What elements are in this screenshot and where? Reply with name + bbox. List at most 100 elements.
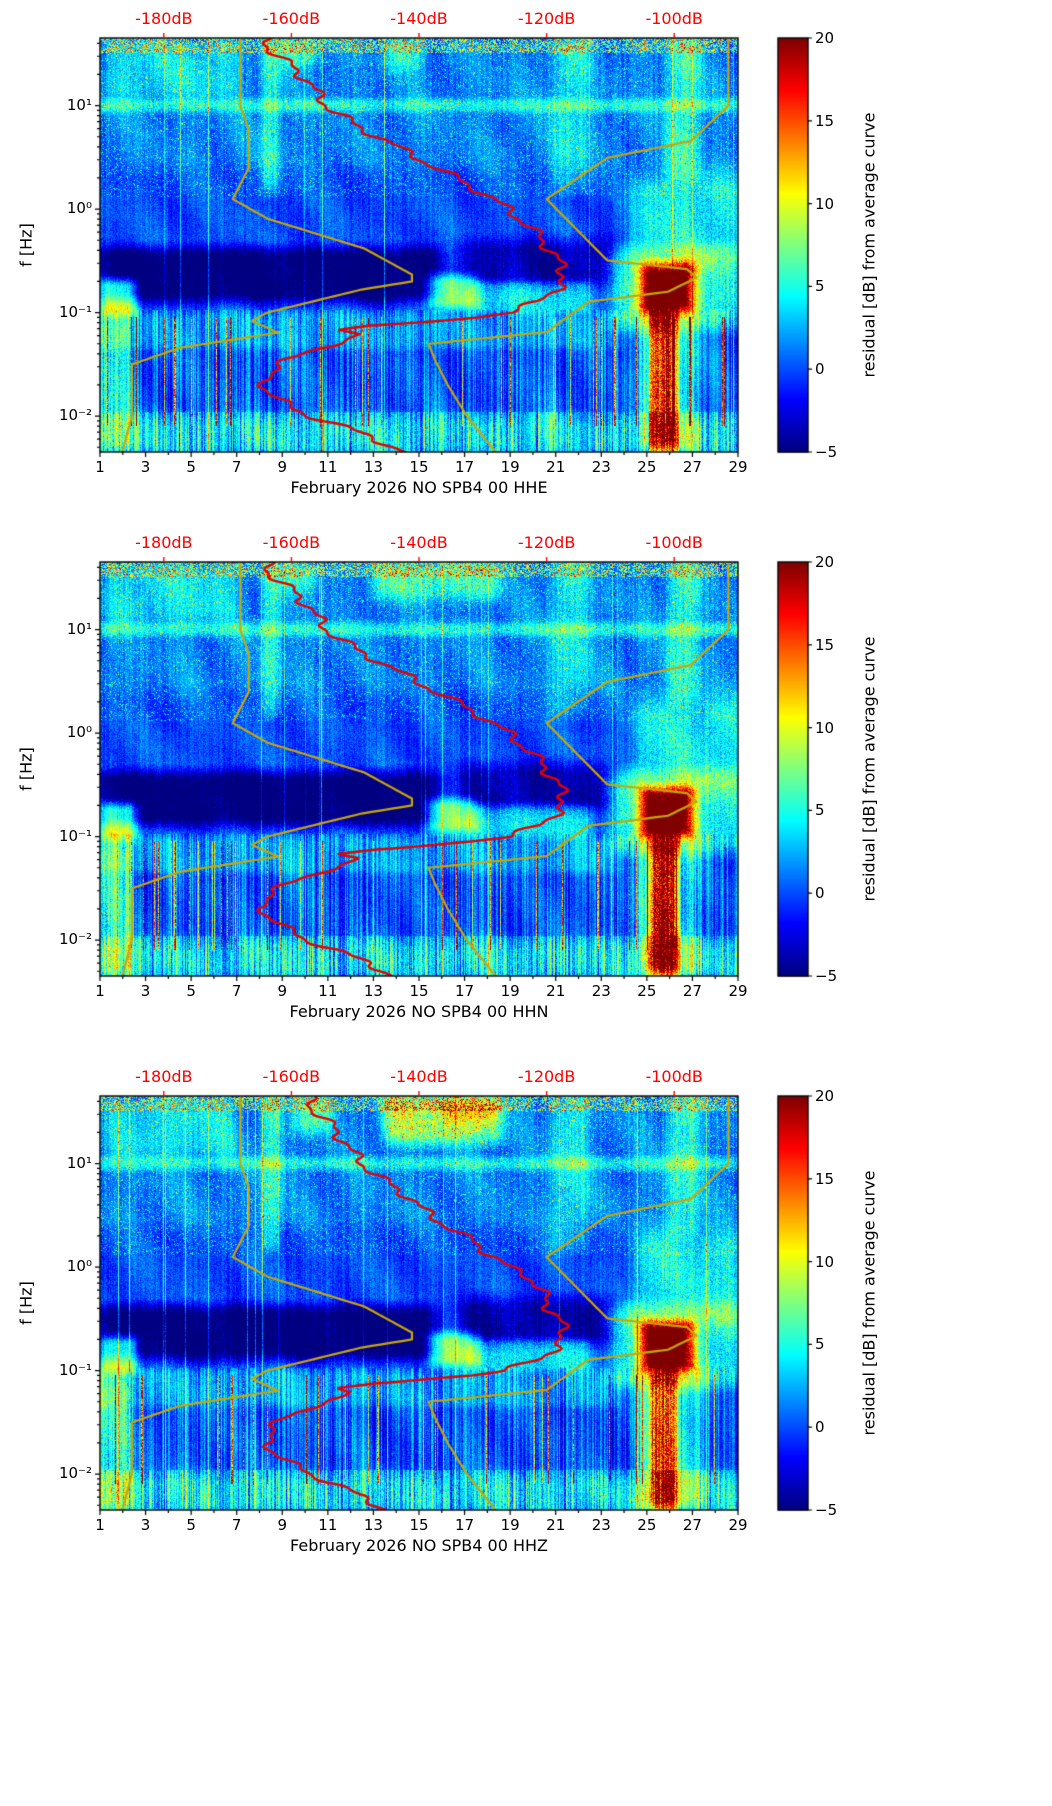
- colorbar-tick-label: 20: [815, 1087, 835, 1105]
- x-axis-title: February 2026 NO SPB4 00 HHE: [290, 478, 548, 497]
- y-axis-label: f [Hz]: [16, 747, 36, 791]
- x-tick-label: 5: [186, 982, 196, 1000]
- x-tick-label: 13: [363, 458, 383, 476]
- x-tick-label: 29: [728, 982, 748, 1000]
- colorbar-tick-label: 15: [815, 1169, 835, 1188]
- db-axis-label: -180dB: [135, 9, 193, 28]
- x-tick-label: 29: [728, 458, 748, 476]
- x-tick-label: 25: [637, 1516, 657, 1534]
- x-tick-label: 5: [186, 458, 196, 476]
- spectrogram-panel-hhn: -180dB -160dB -140dB -120dB -100dB 1 3 5 7 9 11 13 1…: [0, 524, 1052, 1048]
- spectrogram-panel-hhe: -180dB -160dB -140dB -120dB -100dB 1 3 5 7 9 11 13 1…: [0, 0, 1052, 524]
- x-tick-label: 17: [455, 1516, 475, 1534]
- x-tick-label: 27: [682, 458, 702, 476]
- colorbar-tick-label: 0: [815, 884, 825, 903]
- x-tick-label: 1: [95, 1516, 105, 1534]
- x-tick-label: 9: [277, 982, 288, 1000]
- x-tick-label: 11: [318, 1516, 338, 1534]
- x-tick-label: 7: [231, 458, 242, 476]
- db-axis-label: -160dB: [262, 1067, 321, 1086]
- x-tick-label: 25: [637, 458, 657, 476]
- x-tick-label: 27: [682, 1516, 702, 1534]
- x-tick-label: 13: [363, 1516, 383, 1534]
- x-tick-label: 21: [546, 982, 566, 1000]
- db-axis-label: -140dB: [390, 1067, 448, 1086]
- y-tick-label: 10⁻¹: [58, 1360, 92, 1379]
- spectrogram-panel-hhz: -180dB -160dB -140dB -120dB -100dB 1 3 5 7 9 11 13 1…: [0, 1058, 1052, 1582]
- colorbar-tick-label: 10: [815, 194, 835, 213]
- db-axis-label: -180dB: [135, 1067, 193, 1086]
- x-tick-label: 11: [318, 458, 338, 476]
- y-tick-label: 10⁻²: [58, 406, 92, 425]
- x-tick-label: 23: [591, 458, 611, 476]
- colorbar-tick-label: −5: [815, 967, 838, 985]
- x-axis-title: February 2026 NO SPB4 00 HHZ: [290, 1536, 548, 1555]
- y-tick-label: 10⁻¹: [58, 302, 92, 321]
- colorbar-label: residual [dB] from average curve: [859, 1170, 879, 1436]
- x-tick-label: 3: [140, 458, 151, 476]
- x-tick-label: 5: [186, 1516, 196, 1534]
- x-tick-label: 17: [455, 982, 475, 1000]
- db-axis-label: -120dB: [517, 9, 576, 28]
- y-tick-label: 10¹: [66, 619, 92, 638]
- y-tick-label: 10⁻²: [58, 930, 92, 949]
- x-tick-label: 17: [455, 458, 475, 476]
- y-tick-label: 10¹: [66, 1153, 92, 1172]
- x-tick-label: 9: [277, 1516, 288, 1534]
- db-axis-label: -140dB: [390, 9, 448, 28]
- x-tick-label: 15: [409, 458, 429, 476]
- x-tick-label: 29: [728, 1516, 748, 1534]
- colorbar-tick-label: 20: [815, 553, 835, 571]
- colorbar-tick-label: 15: [815, 635, 835, 654]
- x-tick-label: 9: [277, 458, 288, 476]
- colorbar-tick-label: 0: [815, 360, 825, 379]
- db-axis-label: -100dB: [645, 9, 703, 28]
- x-tick-label: 7: [231, 982, 242, 1000]
- db-axis-label: -180dB: [135, 533, 193, 552]
- db-axis-label: -100dB: [645, 1067, 703, 1086]
- colorbar-tick-label: −5: [815, 443, 838, 461]
- colorbar-tick-label: −5: [815, 1501, 838, 1519]
- x-tick-label: 21: [546, 1516, 566, 1534]
- x-tick-label: 1: [95, 458, 105, 476]
- x-tick-label: 21: [546, 458, 566, 476]
- colorbar-tick-label: 5: [815, 801, 825, 820]
- colorbar-tick-label: 10: [815, 718, 835, 737]
- colorbar-tick-label: 20: [815, 29, 835, 47]
- colorbar-label: residual [dB] from average curve: [859, 636, 879, 902]
- colorbar-tick-label: 15: [815, 111, 835, 130]
- y-tick-label: 10⁰: [66, 723, 92, 742]
- y-tick-label: 10⁻¹: [58, 826, 92, 845]
- y-tick-label: 10⁻²: [58, 1464, 92, 1483]
- x-tick-label: 3: [140, 1516, 151, 1534]
- x-tick-label: 27: [682, 982, 702, 1000]
- colorbar-tick-label: 10: [815, 1252, 835, 1271]
- x-tick-label: 3: [140, 982, 151, 1000]
- spectrogram-canvas-hhe: [0, 0, 1052, 524]
- x-tick-label: 7: [231, 1516, 242, 1534]
- y-tick-label: 10⁰: [66, 1257, 92, 1276]
- colorbar-tick-label: 5: [815, 277, 825, 296]
- x-tick-label: 23: [591, 982, 611, 1000]
- x-axis-title: February 2026 NO SPB4 00 HHN: [289, 1002, 549, 1021]
- spectrogram-canvas-hhn: [0, 524, 1052, 1048]
- x-tick-label: 25: [637, 982, 657, 1000]
- db-axis-label: -140dB: [390, 533, 448, 552]
- db-axis-label: -120dB: [517, 1067, 576, 1086]
- db-axis-label: -160dB: [262, 533, 321, 552]
- x-tick-label: 23: [591, 1516, 611, 1534]
- colorbar-tick-label: 5: [815, 1335, 825, 1354]
- spectrogram-canvas-hhz: [0, 1058, 1052, 1582]
- y-axis-label: f [Hz]: [16, 223, 36, 267]
- x-tick-label: 15: [409, 982, 429, 1000]
- x-tick-label: 19: [500, 982, 520, 1000]
- y-tick-label: 10¹: [66, 95, 92, 114]
- x-tick-label: 19: [500, 458, 520, 476]
- db-axis-label: -120dB: [517, 533, 576, 552]
- x-tick-label: 1: [95, 982, 105, 1000]
- db-axis-label: -160dB: [262, 9, 321, 28]
- x-tick-label: 15: [409, 1516, 429, 1534]
- y-axis-label: f [Hz]: [16, 1281, 36, 1325]
- x-tick-label: 19: [500, 1516, 520, 1534]
